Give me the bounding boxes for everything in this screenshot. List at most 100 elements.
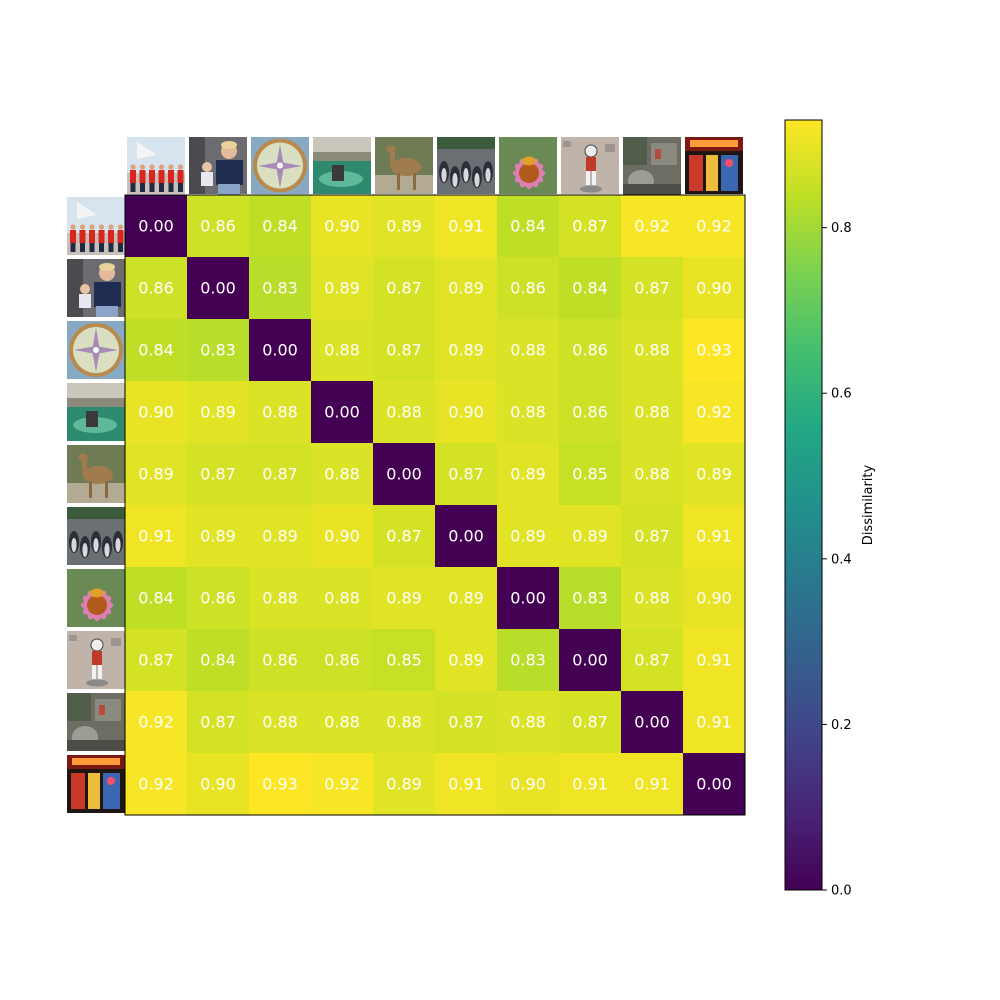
coneflower-bee-image (499, 137, 557, 194)
cell-value-label: 0.00 (200, 279, 236, 298)
cell-value-label: 0.87 (448, 465, 484, 484)
camel-image (67, 445, 125, 503)
heatmap-cell (249, 505, 311, 567)
heatmap-cell (125, 629, 187, 691)
cell-value-label: 0.89 (448, 279, 484, 298)
cell-value-label: 0.87 (386, 341, 422, 360)
heatmap-cell (125, 257, 187, 319)
heatmap-cell (435, 443, 497, 505)
cell-value-label: 0.88 (324, 465, 360, 484)
cell-value-label: 0.90 (696, 279, 732, 298)
cell-value-label: 0.84 (138, 341, 174, 360)
heatmap-cell (373, 381, 435, 443)
cell-value-label: 0.89 (386, 217, 422, 236)
cell-value-label: 0.88 (324, 589, 360, 608)
heatmap-cell (311, 505, 373, 567)
cell-value-label: 0.88 (510, 403, 546, 422)
cell-value-label: 0.88 (324, 713, 360, 732)
heatmap-cell (497, 319, 559, 381)
cell-value-label: 0.89 (572, 527, 608, 546)
cell-value-label: 0.91 (572, 775, 608, 794)
cell-value-label: 0.90 (324, 217, 360, 236)
colorbar-tick-label: 0.4 (831, 552, 852, 567)
cell-value-label: 0.00 (324, 403, 360, 422)
cell-value-label: 0.00 (138, 217, 174, 236)
cell-value-label: 0.90 (200, 775, 236, 794)
cell-value-label: 0.89 (448, 651, 484, 670)
neon-storefront-image (67, 755, 125, 813)
heatmap-cell (125, 691, 187, 753)
cell-value-label: 0.00 (696, 775, 732, 794)
cell-value-label: 0.84 (572, 279, 608, 298)
heatmap-cell (125, 381, 187, 443)
cell-value-label: 0.87 (386, 527, 422, 546)
heatmap-cell (249, 443, 311, 505)
cell-value-label: 0.90 (510, 775, 546, 794)
cell-value-label: 0.00 (634, 713, 670, 732)
cell-value-label: 0.93 (696, 341, 732, 360)
cell-value-label: 0.84 (262, 217, 298, 236)
heatmap-cell (187, 505, 249, 567)
heatmap-cell (249, 195, 311, 257)
heatmap-cell (559, 629, 621, 691)
cell-value-label: 0.88 (262, 403, 298, 422)
cell-value-label: 0.84 (138, 589, 174, 608)
heatmap-cell (621, 257, 683, 319)
cell-value-label: 0.86 (510, 279, 546, 298)
heatmap-cell (497, 629, 559, 691)
heatmap-cell (559, 567, 621, 629)
heatmap-cell (311, 567, 373, 629)
heatmap-cell (559, 195, 621, 257)
heatmap-cell (125, 195, 187, 257)
heatmap-cell (125, 753, 187, 815)
heatmap-cell (621, 381, 683, 443)
cell-value-label: 0.91 (696, 651, 732, 670)
cell-value-label: 0.92 (696, 403, 732, 422)
heatmap-value-labels: 0.00 0.86 0.84 0.90 0.89 0.91 0.84 0.87 0.92 0.92… (138, 217, 732, 794)
cell-value-label: 0.88 (634, 589, 670, 608)
heatmap-cell (311, 753, 373, 815)
heatmap-cell (435, 257, 497, 319)
heatmap-cell (373, 443, 435, 505)
heatmap-cell (311, 629, 373, 691)
cell-value-label: 0.00 (386, 465, 422, 484)
heatmap-cell (497, 505, 559, 567)
heatmap-cell (435, 753, 497, 815)
cell-value-label: 0.87 (572, 217, 608, 236)
cell-value-label: 0.88 (634, 403, 670, 422)
cell-value-label: 0.89 (448, 341, 484, 360)
heatmap-cell (559, 505, 621, 567)
heatmap-cell (187, 381, 249, 443)
cell-value-label: 0.88 (386, 713, 422, 732)
cell-value-label: 0.92 (696, 217, 732, 236)
heatmap-cell (249, 319, 311, 381)
cell-value-label: 0.92 (138, 775, 174, 794)
heatmap-cell (311, 443, 373, 505)
heatmap-cell (373, 567, 435, 629)
cell-value-label: 0.86 (262, 651, 298, 670)
cell-value-label: 0.87 (138, 651, 174, 670)
heatmap-cell (559, 691, 621, 753)
team-on-boat-image (67, 197, 125, 255)
heatmap-cell (249, 567, 311, 629)
row-thumbnails (67, 197, 125, 813)
heatmap-cell (559, 257, 621, 319)
penguins-image (67, 507, 125, 565)
cell-value-label: 0.87 (634, 651, 670, 670)
heatmap-cell (559, 753, 621, 815)
heatmap-cell (621, 443, 683, 505)
cell-value-label: 0.91 (138, 527, 174, 546)
cell-value-label: 0.88 (386, 403, 422, 422)
cell-value-label: 0.87 (572, 713, 608, 732)
heatmap-cell (497, 257, 559, 319)
cell-value-label: 0.86 (324, 651, 360, 670)
heatmap-cell (683, 195, 745, 257)
cell-value-label: 0.93 (262, 775, 298, 794)
man-with-child-image (189, 137, 247, 195)
heatmap-cell (187, 195, 249, 257)
heatmap-cell (683, 443, 745, 505)
cell-value-label: 0.84 (510, 217, 546, 236)
heatmap-cell (621, 753, 683, 815)
cell-value-label: 0.89 (510, 527, 546, 546)
heatmap-cell (559, 319, 621, 381)
